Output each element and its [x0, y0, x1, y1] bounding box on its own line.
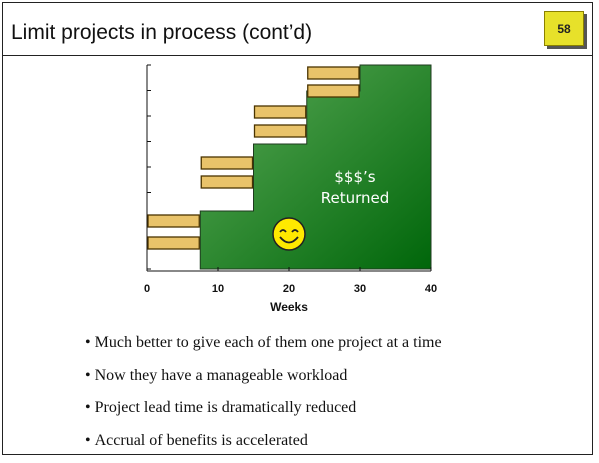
project-bar [201, 157, 252, 169]
project-bar [255, 106, 306, 118]
x-tick-label: 40 [425, 283, 437, 295]
step-area-chart: 0 10 20 30 40 Weeks $$$’s Returned [3, 3, 592, 323]
x-tick-label: 0 [144, 283, 150, 295]
project-bar [148, 215, 199, 227]
project-bar [308, 67, 359, 79]
bullet-item: •Much better to give each of them one pr… [85, 333, 442, 366]
bullet-list: •Much better to give each of them one pr… [85, 333, 442, 463]
bullet-item: •Accrual of benefits is accelerated [85, 431, 442, 463]
bullet-item: •Project lead time is dramatically reduc… [85, 398, 442, 431]
x-tick-label: 10 [212, 283, 224, 295]
x-axis-label: Weeks [270, 300, 308, 314]
area-label-line2: Returned [321, 189, 390, 207]
smiley-face-icon [273, 218, 305, 250]
area-label-line1: $$$’s [334, 168, 375, 186]
project-bar [255, 125, 306, 137]
project-bar [308, 85, 359, 97]
bullet-item: •Now they have a manageable workload [85, 366, 442, 399]
x-tick-label: 30 [354, 283, 366, 295]
x-tick-label: 20 [283, 283, 295, 295]
project-bar [148, 237, 199, 249]
project-bar [201, 176, 252, 188]
